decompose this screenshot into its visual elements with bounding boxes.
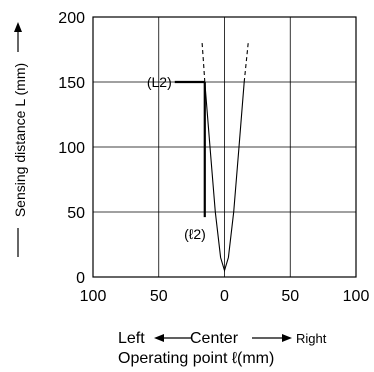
y-tick-label: 150: [58, 75, 85, 92]
curves: [201, 42, 249, 273]
annotations: (L2) (ℓ2): [147, 74, 206, 242]
plot-frame: [92, 16, 357, 278]
tick-labels: 0 50 100 150 200 100 50 0 50 100: [58, 10, 369, 305]
x-tick-label: 50: [150, 288, 168, 305]
x-tick-label: 50: [281, 288, 299, 305]
arrow-left-head: [154, 334, 164, 342]
y-tick-label: 0: [76, 270, 85, 287]
annotation-l2: (ℓ2): [184, 226, 206, 242]
direction-right-label: Right: [296, 331, 327, 346]
series-line-dashed-2: [243, 42, 249, 83]
direction-left-label: Left: [118, 330, 145, 347]
direction-center-label: Center: [190, 330, 239, 347]
y-axis-arrow-head: [14, 22, 22, 32]
y-tick-label: 50: [67, 205, 85, 222]
series-line-dashed-1: [201, 42, 206, 83]
x-axis-label: Operating point ℓ(mm): [118, 350, 274, 367]
y-tick-label: 200: [58, 10, 85, 27]
annotation-L2: (L2): [147, 74, 172, 90]
arrow-right-head: [282, 334, 292, 342]
x-tick-label: 100: [80, 288, 107, 305]
x-tick-label: 100: [343, 288, 370, 305]
y-axis-title: Sensing distance L (mm): [12, 63, 28, 217]
y-axis-label: Sensing distance L (mm): [12, 63, 28, 217]
grid: [92, 16, 357, 278]
y-tick-label: 100: [58, 140, 85, 157]
x-tick-label: 0: [220, 288, 229, 305]
series-line-solid-0: [204, 81, 245, 273]
